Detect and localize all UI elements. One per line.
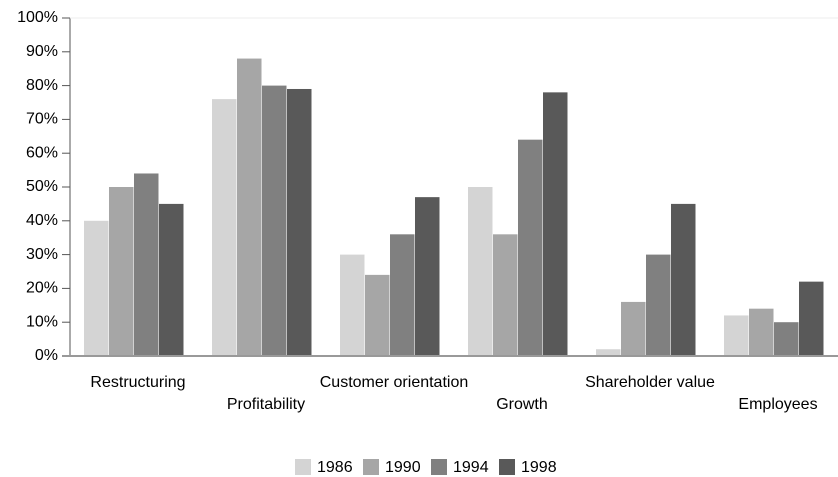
x-tick-label: Profitability [227,396,305,413]
bar [340,254,365,356]
bar [596,349,621,356]
bar [468,187,493,356]
legend-swatch [363,459,379,475]
y-tick-label: 60% [26,144,58,161]
x-tick-label: Employees [738,396,817,413]
legend-label: 1994 [453,459,489,476]
bar [749,308,774,356]
bar [262,85,287,356]
bar [774,322,799,356]
bar [365,274,390,356]
bar [543,92,568,357]
bar [109,187,134,356]
bar [671,203,696,356]
legend-label: 1990 [385,459,421,476]
legend-swatch [499,459,515,475]
bar [159,203,184,356]
y-tick-label: 100% [17,9,58,26]
bar [518,139,543,356]
bar [493,234,518,356]
bar [84,220,109,356]
y-tick-label: 90% [26,43,58,60]
y-tick-label: 40% [26,212,58,229]
bar [134,173,159,356]
x-tick-label: Restructuring [90,374,185,391]
legend-swatch [295,459,311,475]
y-tick-label: 80% [26,77,58,94]
y-tick-label: 50% [26,178,58,195]
x-tick-label: Customer orientation [320,374,469,391]
bar [212,99,237,357]
legend-swatch [431,459,447,475]
y-tick-label: 70% [26,111,58,128]
bar [724,315,749,356]
y-tick-label: 30% [26,246,58,263]
bar [621,301,646,356]
x-tick-label: Shareholder value [585,374,715,391]
bar [390,234,415,356]
y-tick-label: 20% [26,280,58,297]
y-tick-label: 10% [26,313,58,330]
bar [799,281,824,356]
bar [237,58,262,357]
bar [287,88,312,356]
bar [646,254,671,356]
legend-label: 1986 [317,459,353,476]
legend-label: 1998 [521,459,557,476]
x-tick-label: Growth [496,396,548,413]
bar [415,197,440,356]
y-tick-label: 0% [35,347,58,364]
